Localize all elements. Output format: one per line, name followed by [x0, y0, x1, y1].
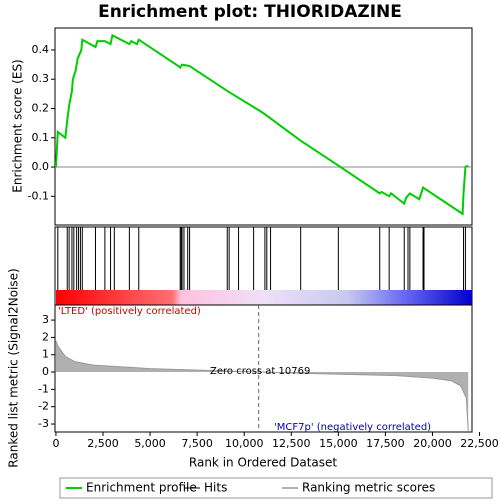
annotation: Zero cross at 10769	[210, 366, 310, 377]
y-tick-label: -0.1	[28, 189, 49, 202]
legend-label: Enrichment profile	[86, 481, 197, 495]
chart-title: Enrichment plot: THIORIDAZINE	[98, 2, 402, 22]
es-frame	[54, 27, 473, 226]
y-tick-label: 0.0	[32, 160, 50, 173]
y-axis-label: Enrichment score (ES)	[11, 59, 25, 192]
x-tick-label: 7,500	[181, 437, 213, 450]
legend	[59, 477, 493, 499]
enrichment-line	[54, 33, 469, 216]
metric-line	[55, 340, 469, 431]
y-tick-label: 0	[42, 365, 49, 378]
y-tick-label: 0.1	[32, 131, 50, 144]
legend-label: Ranking metric scores	[302, 481, 435, 495]
x-tick-label: 0	[52, 437, 59, 450]
y-tick-label: -1	[38, 382, 49, 395]
metric-frame	[54, 304, 473, 433]
y-axis-label: Ranked list metric (Signal2Noise)	[7, 268, 21, 467]
rank-colorbar	[56, 290, 472, 305]
metric-area-fill	[55, 340, 469, 431]
y-tick-label: -2	[38, 400, 49, 413]
y-tick-label: 3	[42, 313, 49, 326]
x-tick-label: 12,500	[272, 437, 311, 450]
y-tick-label: -3	[38, 417, 49, 430]
x-tick-label: 5,000	[134, 437, 166, 450]
y-tick-label: 2	[42, 330, 49, 343]
y-tick-label: 1	[42, 348, 49, 361]
x-tick-label: 22,500	[460, 437, 499, 450]
annotation: 'MCF7p' (negatively correlated)	[274, 422, 431, 433]
y-tick-label: 0.2	[32, 101, 50, 114]
x-tick-label: 20,000	[413, 437, 452, 450]
x-tick-label: 15,000	[319, 437, 358, 450]
annotation: 'LTED' (positively correlated)	[58, 306, 201, 317]
x-axis-label: Rank in Ordered Dataset	[189, 456, 337, 470]
legend-label: Hits	[204, 481, 227, 495]
y-tick-label: 0.4	[32, 43, 50, 56]
x-tick-label: 10,000	[225, 437, 264, 450]
x-tick-label: 17,500	[366, 437, 405, 450]
x-tick-label: 2,500	[87, 437, 119, 450]
y-tick-label: 0.3	[32, 72, 50, 85]
